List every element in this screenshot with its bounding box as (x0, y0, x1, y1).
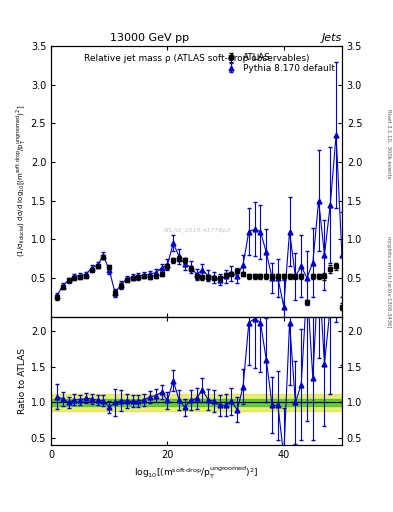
Bar (51, 394, 342, 411)
Text: mcplots.cern.ch [arXiv:1306.3436]: mcplots.cern.ch [arXiv:1306.3436] (386, 236, 391, 327)
Text: Rivet 3.1.10,  300k events: Rivet 3.1.10, 300k events (386, 109, 391, 178)
X-axis label: log$_{10}$[(m$^{\rm soft\ drop}$/p$_{\rm T}^{\rm ungroomed}$)$^2$]: log$_{10}$[(m$^{\rm soft\ drop}$/p$_{\rm… (134, 464, 259, 481)
Y-axis label: (1/σ$_{\rm fiducial}$) dσ/d log$_{10}$[(m$^{\rm soft\ drop}$/p$_{\rm T}^{\rm ung: (1/σ$_{\rm fiducial}$) dσ/d log$_{10}$[(… (15, 105, 28, 258)
Text: 13000 GeV pp: 13000 GeV pp (110, 33, 189, 44)
Text: Relative jet mass ρ (ATLAS soft-drop observables): Relative jet mass ρ (ATLAS soft-drop obs… (84, 54, 309, 63)
Text: ATLAS_2019.41778p2: ATLAS_2019.41778p2 (162, 227, 231, 233)
Y-axis label: Ratio to ATLAS: Ratio to ATLAS (18, 348, 27, 414)
Bar (51, 399, 342, 406)
Text: Jets: Jets (321, 33, 342, 44)
Legend: ATLAS, Pythia 8.170 default: ATLAS, Pythia 8.170 default (222, 51, 338, 76)
